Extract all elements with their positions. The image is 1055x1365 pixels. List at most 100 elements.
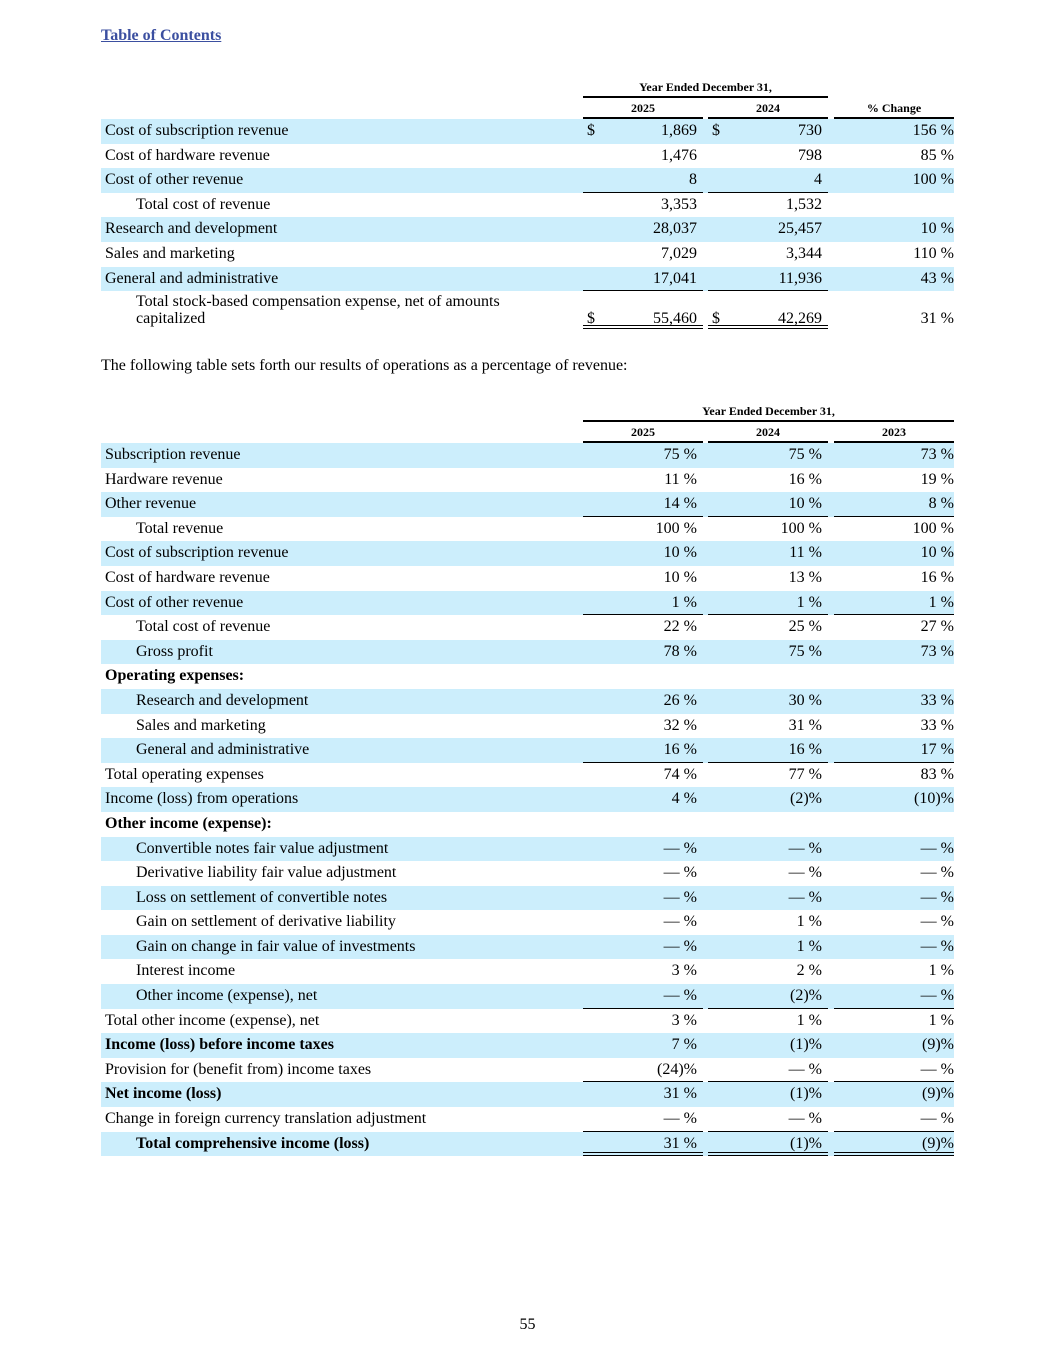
cell-value: (24)% xyxy=(583,1058,703,1083)
table-of-contents-link[interactable]: Table of Contents xyxy=(101,27,222,44)
value: 3,353 xyxy=(661,195,697,213)
cell-value: 3 % xyxy=(583,1009,703,1034)
value: 1 % xyxy=(671,593,697,611)
cell-value: 43 % xyxy=(834,267,954,292)
table-row: Research and development 26 % 30 % 33 % xyxy=(101,688,954,714)
stock-compensation-table: Year Ended December 31, 2025 2024 % Chan… xyxy=(101,80,954,330)
table-row: Income (loss) from operations 4 % (2)% (10)… xyxy=(101,787,954,812)
value: 17,041 xyxy=(653,269,697,287)
cell-value: 33 % xyxy=(834,689,954,714)
value: 73 % xyxy=(920,446,954,463)
cell-value: 17 % xyxy=(834,738,954,763)
value: 1 % xyxy=(796,1011,822,1029)
row-label: Income (loss) from operations xyxy=(105,790,299,808)
cell-value: 19 % xyxy=(834,468,954,493)
value: (9)% xyxy=(922,1036,954,1054)
cell-value: — % xyxy=(583,1107,703,1132)
cell-value: — % xyxy=(834,837,954,862)
cell-value: 22 % xyxy=(583,615,703,640)
cell-value: 31 % xyxy=(583,1082,703,1107)
table-row: Loss on settlement of convertible notes —… xyxy=(101,885,954,911)
value: 74 % xyxy=(663,765,697,783)
value: 3 % xyxy=(671,1011,697,1029)
cell-value: 31 % xyxy=(708,714,828,739)
cell-value xyxy=(708,664,828,689)
value: 78 % xyxy=(663,642,697,660)
value: 43 % xyxy=(920,269,954,287)
cell-value: 78 % xyxy=(583,640,703,665)
value: 31 % xyxy=(663,1085,697,1103)
header-rule xyxy=(583,420,954,422)
value: — % xyxy=(788,1060,822,1078)
row-label: Gain on settlement of derivative liabili… xyxy=(136,913,396,931)
cell-value: 7 % xyxy=(583,1033,703,1058)
value: 11 % xyxy=(664,470,697,488)
row-label: Net income (loss) xyxy=(105,1085,222,1103)
row-label: Cost of hardware revenue xyxy=(105,146,270,164)
table-row: Convertible notes fair value adjustment —… xyxy=(101,836,954,862)
cell-value: (2)% xyxy=(708,787,828,812)
cell-value: 31 % xyxy=(834,291,954,329)
cell-value: 77 % xyxy=(708,763,828,788)
table-row: Other income (expense): xyxy=(101,812,954,837)
table-row: Cost of hardware revenue 1,476 798 85 % xyxy=(101,144,954,169)
value: 100 % xyxy=(912,171,954,189)
cell-value: $1,869 xyxy=(583,119,703,144)
value: 11 % xyxy=(789,544,822,562)
cell-value: 11,936 xyxy=(708,267,828,292)
cell-value: 1 % xyxy=(834,591,954,616)
cell-value: 31 % xyxy=(583,1132,703,1157)
cell-value: 100 % xyxy=(834,517,954,542)
cell-value xyxy=(708,812,828,837)
value: 83 % xyxy=(920,765,954,783)
row-label: Sales and marketing xyxy=(105,244,235,262)
cell-value: (9)% xyxy=(834,1082,954,1107)
cell-value xyxy=(583,664,703,689)
value: 730 xyxy=(798,122,822,139)
row-label: Cost of other revenue xyxy=(105,171,244,189)
row-label: Total comprehensive income (loss) xyxy=(136,1134,370,1152)
value: 31 % xyxy=(920,310,954,328)
table-row: Subscription revenue 75 % 75 % 73 % xyxy=(101,443,954,468)
header-rule xyxy=(583,441,703,443)
row-label: Interest income xyxy=(136,962,236,980)
table-row: Gross profit 78 % 75 % 73 % xyxy=(101,639,954,665)
value: — % xyxy=(920,1060,954,1078)
value: — % xyxy=(663,937,697,955)
value: 16 % xyxy=(788,470,822,488)
cell-value: 27 % xyxy=(834,615,954,640)
value: — % xyxy=(920,937,954,955)
cell-value: — % xyxy=(708,861,828,886)
row-label: Income (loss) before income taxes xyxy=(105,1036,334,1054)
cell-value: — % xyxy=(834,984,954,1009)
value: 1,869 xyxy=(661,122,697,139)
value: 73 % xyxy=(920,642,954,660)
value: 30 % xyxy=(788,691,822,709)
table-row: Total stock-based compensation expense, … xyxy=(101,291,954,330)
value: — % xyxy=(663,839,697,857)
table-row: Cost of subscription revenue 10 % 11 % 10 % xyxy=(101,541,954,566)
cell-value: 1,476 xyxy=(583,144,703,169)
cell-value: 11 % xyxy=(583,468,703,493)
value: 75 % xyxy=(788,642,822,660)
value: — % xyxy=(663,1110,697,1128)
value: 33 % xyxy=(920,716,954,734)
cell-value: 3,353 xyxy=(583,193,703,218)
value: 110 % xyxy=(913,244,954,262)
value: — % xyxy=(920,913,954,931)
row-label: Total other income (expense), net xyxy=(105,1011,320,1029)
table-row: General and administrative 16 % 16 % 17 % xyxy=(101,738,954,763)
value: 7 % xyxy=(671,1036,697,1054)
row-label: Sales and marketing xyxy=(136,716,266,734)
row-label: Hardware revenue xyxy=(105,470,223,488)
cell-value: — % xyxy=(834,935,954,960)
cell-value: 83 % xyxy=(834,763,954,788)
table1-col-change: % Change xyxy=(866,101,922,115)
cell-value: 7,029 xyxy=(583,242,703,267)
value: 77 % xyxy=(788,765,822,783)
cell-value: 100 % xyxy=(708,517,828,542)
cell-value: $730 xyxy=(708,119,828,144)
table-row: Derivative liability fair value adjustme… xyxy=(101,861,954,886)
cell-value: 1 % xyxy=(708,910,828,935)
currency-symbol: $ xyxy=(712,310,720,328)
